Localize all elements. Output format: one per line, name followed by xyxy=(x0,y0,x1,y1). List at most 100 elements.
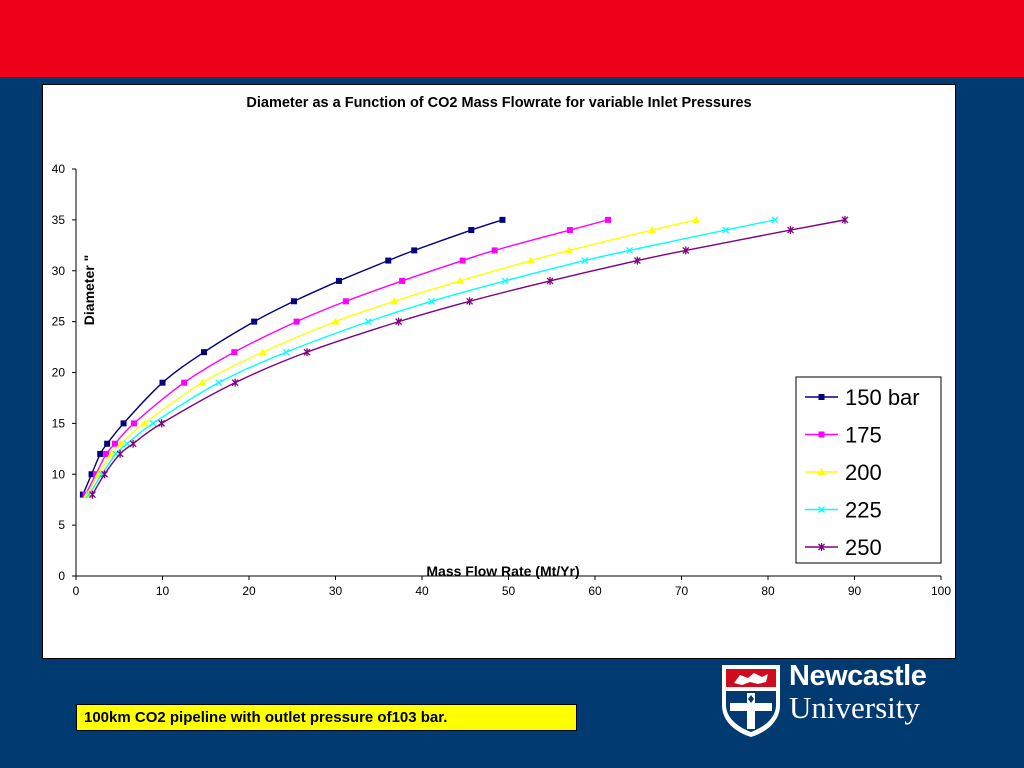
data-point xyxy=(83,490,92,498)
series-250 xyxy=(88,215,849,499)
data-point xyxy=(103,450,110,457)
x-tick-label: 0 xyxy=(73,584,80,598)
data-point xyxy=(428,297,435,305)
data-point xyxy=(411,247,418,254)
data-point xyxy=(88,490,96,499)
data-point xyxy=(648,226,657,234)
x-tick-label: 100 xyxy=(931,584,951,598)
y-tick-label: 0 xyxy=(58,569,65,583)
data-point xyxy=(88,471,95,478)
logo-name: Newcastle xyxy=(789,660,927,692)
legend-marker xyxy=(818,431,825,438)
data-point xyxy=(342,298,349,305)
legend-marker xyxy=(818,543,825,551)
data-point xyxy=(604,216,611,223)
data-point xyxy=(181,379,188,386)
university-logo: Newcastle University xyxy=(720,660,955,738)
data-point xyxy=(123,440,131,448)
caption-box: 100km CO2 pipeline with outlet pressure … xyxy=(76,704,577,731)
data-point xyxy=(841,215,849,224)
chart-title: Diameter as a Function of CO2 Mass Flowr… xyxy=(246,95,751,111)
data-point xyxy=(282,348,290,356)
chart-panel: Diameter as a Function of CO2 Mass Flowr… xyxy=(42,84,956,659)
y-tick-label: 15 xyxy=(52,416,66,430)
data-point xyxy=(491,247,498,254)
data-point xyxy=(499,216,506,223)
data-point xyxy=(104,440,111,447)
data-point xyxy=(198,378,207,386)
y-tick-label: 10 xyxy=(52,467,66,481)
data-point xyxy=(526,256,535,264)
y-tick-label: 40 xyxy=(52,162,66,176)
data-point xyxy=(107,449,116,457)
series-line xyxy=(91,219,846,495)
y-tick-label: 5 xyxy=(58,518,65,532)
legend-box xyxy=(795,376,942,564)
data-point xyxy=(251,318,258,325)
top-banner xyxy=(0,0,1024,77)
legend-label: 175 xyxy=(845,423,882,448)
data-point xyxy=(158,419,166,428)
data-point xyxy=(331,317,340,325)
data-point xyxy=(459,257,466,264)
legend: 150 bar 175 200 225 250 xyxy=(795,376,942,564)
data-point xyxy=(231,378,239,387)
x-axis-label: Mass Flow Rate (Mt/Yr) xyxy=(426,563,579,579)
logo-subtitle: University xyxy=(789,690,920,725)
legend-marker xyxy=(818,394,825,400)
data-point xyxy=(692,215,701,223)
series-225 xyxy=(85,216,779,499)
data-point xyxy=(565,246,574,254)
data-point xyxy=(390,297,399,305)
legend-marker xyxy=(817,468,826,475)
data-point xyxy=(111,440,118,447)
data-point xyxy=(771,216,779,224)
data-point xyxy=(101,470,109,479)
data-point xyxy=(466,297,474,306)
data-point xyxy=(140,419,149,427)
data-point xyxy=(682,246,690,255)
data-point xyxy=(97,450,104,457)
x-tick-label: 90 xyxy=(848,584,862,598)
data-point xyxy=(546,276,554,285)
legend-label: 225 xyxy=(845,498,882,523)
data-point xyxy=(722,226,730,234)
data-point xyxy=(129,439,137,448)
x-tick-label: 30 xyxy=(329,584,343,598)
data-point xyxy=(116,449,124,458)
legend-label: 200 xyxy=(845,460,882,485)
data-point xyxy=(566,227,573,234)
data-point xyxy=(501,277,509,285)
x-tick-label: 60 xyxy=(588,584,602,598)
data-point xyxy=(201,349,208,356)
y-tick-label: 35 xyxy=(52,213,66,227)
series-200 xyxy=(83,215,701,498)
x-tick-label: 50 xyxy=(502,584,516,598)
data-point xyxy=(293,318,300,325)
y-tick-label: 30 xyxy=(52,264,66,278)
y-axis-label: Diameter " xyxy=(81,255,97,325)
legend-label: 150 bar xyxy=(845,385,920,410)
y-tick-label: 20 xyxy=(52,366,66,380)
data-point xyxy=(364,318,372,326)
data-point xyxy=(787,226,794,235)
series-line xyxy=(88,219,776,495)
data-point xyxy=(395,317,403,326)
data-point xyxy=(633,256,641,265)
data-point xyxy=(149,419,157,427)
x-tick-label: 70 xyxy=(675,584,689,598)
data-point xyxy=(399,277,406,284)
data-point xyxy=(120,420,127,427)
y-tick-label: 25 xyxy=(52,315,66,329)
data-point xyxy=(626,246,634,254)
data-point xyxy=(130,420,137,427)
crest-icon xyxy=(722,665,780,737)
data-point xyxy=(92,471,99,478)
line-chart: Diameter as a Function of CO2 Mass Flowr… xyxy=(52,95,952,598)
legend-label: 250 xyxy=(845,535,882,560)
x-tick-label: 80 xyxy=(761,584,775,598)
series-line xyxy=(86,219,697,495)
data-point xyxy=(231,349,238,356)
data-point xyxy=(385,257,392,264)
data-point xyxy=(116,439,125,447)
